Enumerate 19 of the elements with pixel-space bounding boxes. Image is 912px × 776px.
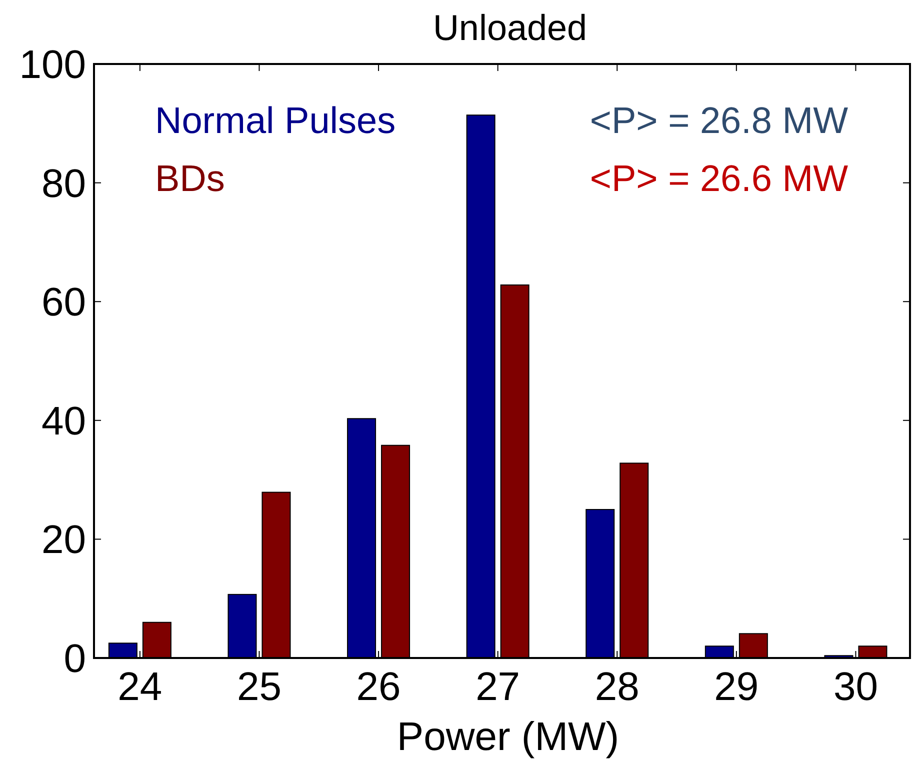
y-tick-label: 80: [42, 162, 86, 206]
y-tick-label: 40: [42, 399, 86, 444]
y-tick-label: 60: [42, 280, 86, 325]
x-tick-label: 28: [594, 665, 640, 709]
y-tick-label: 20: [42, 518, 86, 562]
x-tick-label: 29: [714, 665, 759, 709]
text: BDs: [155, 158, 225, 199]
x-tick-label: 25: [236, 665, 282, 709]
legend-label: Normal Pulses: [155, 100, 396, 141]
x-tick-label: 27: [476, 665, 520, 709]
x-tick-label: 26: [356, 665, 401, 709]
x-tick-label: 30: [833, 665, 878, 709]
annotation: <P> = 26.8 MW: [590, 100, 848, 141]
chart-title: Unloaded: [432, 7, 588, 48]
annotation: <P> = 26.6 MW: [590, 158, 848, 199]
y-tick-label: 100: [19, 43, 86, 87]
x-axis-title: Power (MW): [396, 715, 620, 759]
y-tick-label: 0: [64, 637, 86, 681]
x-tick-label: 24: [118, 665, 162, 709]
